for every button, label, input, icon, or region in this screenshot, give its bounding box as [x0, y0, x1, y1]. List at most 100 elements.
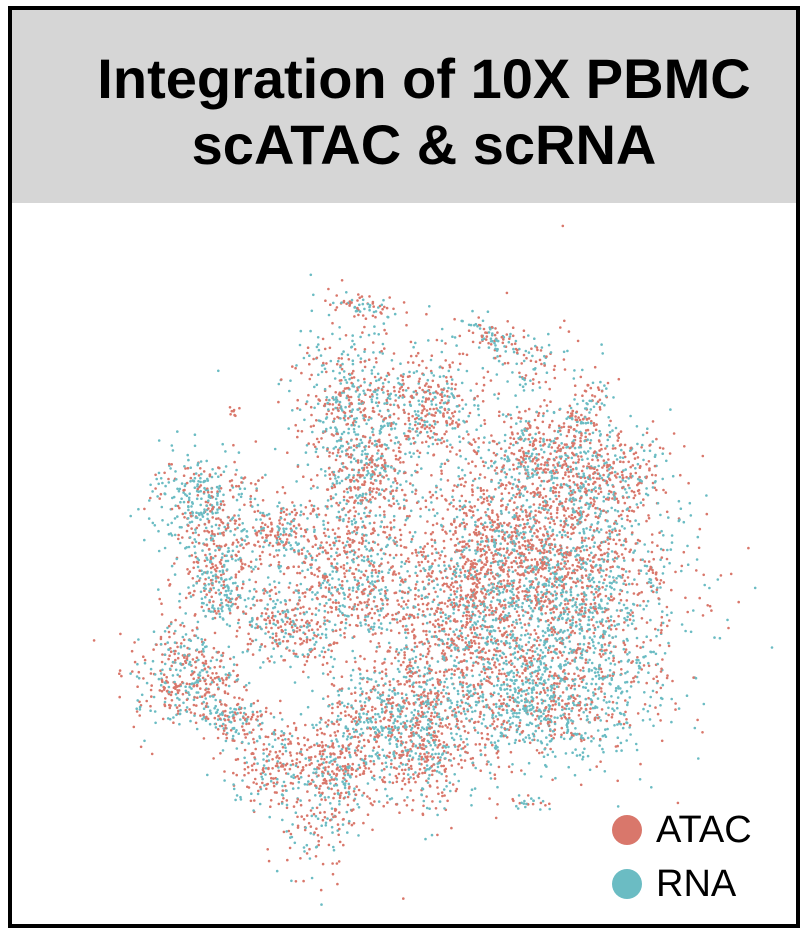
cell-point	[373, 463, 377, 466]
cell-point	[214, 569, 218, 573]
cell-point	[412, 371, 416, 374]
cell-point	[392, 519, 396, 522]
cell-point	[317, 774, 320, 777]
cell-point	[183, 653, 186, 657]
cell-point	[363, 360, 367, 363]
cell-point	[270, 588, 273, 592]
cell-point	[458, 334, 462, 338]
cell-point	[471, 331, 475, 335]
cell-point	[217, 475, 220, 479]
cell-point	[316, 759, 320, 763]
cell-point	[303, 655, 306, 658]
cell-point	[424, 390, 428, 394]
cell-point	[336, 763, 339, 767]
cell-point	[229, 592, 232, 595]
cell-point	[339, 718, 342, 722]
cell-point	[399, 450, 402, 454]
cell-point	[375, 458, 379, 462]
cell-point	[374, 568, 377, 572]
cell-point	[418, 720, 422, 723]
cell-point	[231, 495, 235, 499]
cell-point	[196, 565, 200, 569]
cell-point	[401, 378, 405, 382]
cell-point	[312, 357, 315, 361]
cell-point	[456, 405, 460, 408]
cell-point	[218, 665, 222, 668]
cell-point	[386, 464, 390, 468]
cell-point	[326, 505, 329, 508]
cell-point	[287, 534, 291, 537]
cell-point	[249, 607, 253, 610]
cell-point	[371, 726, 375, 729]
cell-point	[296, 429, 300, 433]
cell-point	[295, 364, 298, 367]
cell-point	[446, 382, 449, 385]
cell-point	[356, 526, 360, 529]
cell-point	[271, 745, 275, 748]
cell-point	[351, 468, 354, 472]
cell-point	[288, 649, 291, 652]
cell-point	[277, 769, 281, 773]
cell-point	[270, 523, 273, 526]
cell-point	[412, 713, 416, 717]
cell-point	[455, 344, 458, 347]
cell-point	[378, 697, 382, 700]
cell-point	[440, 391, 444, 394]
cell-point	[432, 708, 436, 711]
cell-point	[393, 718, 397, 721]
cell-point	[412, 345, 415, 349]
cell-point	[366, 388, 370, 392]
cell-point	[449, 443, 452, 447]
cell-point	[244, 736, 247, 739]
cell-point	[315, 447, 318, 451]
cell-point	[187, 691, 190, 694]
cell-point	[163, 681, 167, 684]
cell-point	[361, 474, 365, 477]
cell-point	[136, 699, 139, 702]
cell-point	[356, 803, 359, 806]
cell-point	[312, 504, 316, 508]
cell-point	[149, 704, 152, 708]
cell-point	[356, 444, 359, 448]
cell-point	[371, 776, 374, 779]
cell-point	[220, 545, 223, 548]
cell-point	[198, 671, 202, 674]
cell-point	[295, 630, 299, 633]
cell-point	[250, 764, 254, 767]
cell-point	[395, 776, 399, 780]
cell-point	[284, 628, 287, 632]
cell-point	[299, 510, 303, 513]
cell-point	[468, 411, 472, 415]
cell-point	[273, 661, 276, 664]
cell-point	[235, 635, 238, 638]
cell-point	[387, 409, 390, 413]
cell-point	[397, 446, 401, 450]
cell-point	[222, 586, 225, 590]
cell-point	[337, 448, 340, 452]
cell-point	[371, 569, 374, 572]
cell-point	[187, 500, 190, 504]
cell-point	[432, 374, 436, 377]
cell-point	[413, 417, 417, 421]
cell-point	[228, 624, 232, 628]
cell-point	[211, 574, 215, 578]
cell-point	[462, 740, 465, 744]
cell-point	[178, 599, 181, 603]
cell-point	[231, 557, 234, 561]
cell-point	[239, 795, 242, 799]
cell-point	[444, 342, 447, 345]
cell-point	[149, 672, 153, 675]
cell-point	[429, 358, 433, 362]
cell-point	[377, 449, 380, 452]
cell-point	[370, 616, 374, 620]
cell-point	[350, 809, 354, 812]
cell-point	[244, 605, 248, 608]
cell-point	[416, 422, 420, 425]
cell-point	[262, 748, 265, 752]
cell-point	[266, 591, 269, 594]
cell-point	[195, 704, 198, 707]
cell-point	[416, 427, 419, 430]
cell-point	[412, 436, 415, 440]
cell-point	[285, 527, 288, 531]
cell-point	[278, 638, 281, 641]
